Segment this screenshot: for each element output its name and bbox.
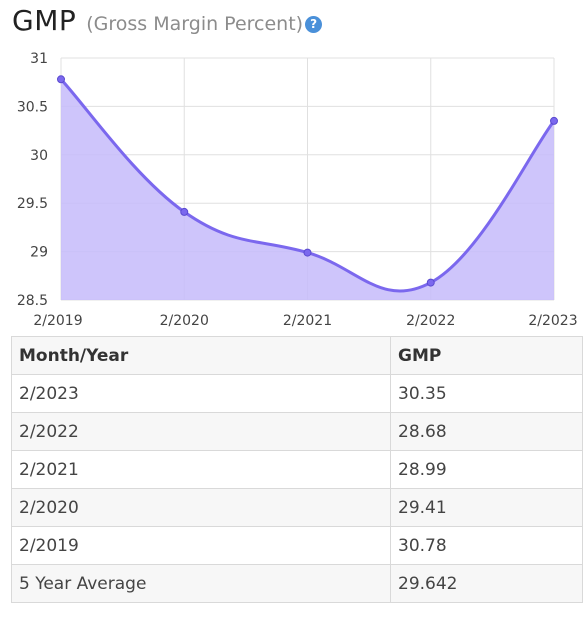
table-cell-period: 2/2020 — [11, 488, 391, 527]
chart-title: GMP — [12, 4, 77, 37]
table-row: 2/2021 28.99 — [11, 450, 583, 489]
y-tick-label: 31 — [30, 51, 48, 67]
table-row: 2/2020 29.41 — [11, 488, 583, 527]
table-row: 2/2019 30.78 — [11, 526, 583, 565]
table-cell-value: 30.35 — [390, 374, 583, 413]
table-cell-period: 2/2022 — [11, 412, 391, 451]
column-header-month-year: Month/Year — [11, 336, 391, 375]
y-tick-label: 29.5 — [17, 196, 48, 212]
series-area — [61, 79, 554, 300]
table-cell-period: 2/2019 — [11, 526, 391, 565]
y-tick-label: 30 — [30, 148, 48, 164]
table-row-average: 5 Year Average 29.642 — [11, 564, 583, 603]
table-cell-value: 29.41 — [390, 488, 583, 527]
x-tick-label: 2/2020 — [160, 313, 209, 329]
x-tick-label: 2/2022 — [406, 313, 455, 329]
column-header-gmp: GMP — [390, 336, 583, 375]
chart-header: GMP (Gross Margin Percent) ? — [12, 4, 323, 44]
table-row: 2/2023 30.35 — [11, 374, 583, 413]
data-point — [550, 116, 558, 125]
table-cell-value: 28.99 — [390, 450, 583, 489]
data-point — [180, 207, 189, 216]
chart-subtitle: (Gross Margin Percent) — [86, 13, 304, 35]
table-cell-period: 2/2023 — [11, 374, 391, 413]
table-cell-value: 30.78 — [390, 526, 583, 565]
help-icon[interactable]: ? — [305, 16, 323, 33]
table-header-row: Month/Year GMP — [11, 336, 583, 375]
data-point — [426, 278, 435, 287]
table-cell-value: 28.68 — [390, 412, 583, 451]
table-cell-period: 2/2021 — [11, 450, 391, 489]
data-point — [303, 248, 312, 257]
x-tick-label: 2/2021 — [283, 313, 332, 329]
y-tick-label: 29 — [30, 245, 48, 261]
table-row: 2/2022 28.68 — [11, 412, 583, 451]
y-tick-label: 28.5 — [17, 293, 48, 309]
x-tick-label: 2/2023 — [528, 313, 577, 329]
gmp-area-chart: 31 30.5 30 29.5 29 28.5 2/2019 2/2020 2/2021 2/20… — [17, 51, 578, 329]
table-cell-period: 5 Year Average — [11, 564, 391, 603]
data-point — [57, 75, 65, 84]
x-tick-label: 2/2019 — [33, 313, 82, 329]
table-cell-value: 29.642 — [390, 564, 583, 603]
y-tick-label: 30.5 — [17, 99, 48, 115]
gmp-table: Month/Year GMP 2/2023 30.35 2/2022 28.68… — [11, 336, 583, 603]
